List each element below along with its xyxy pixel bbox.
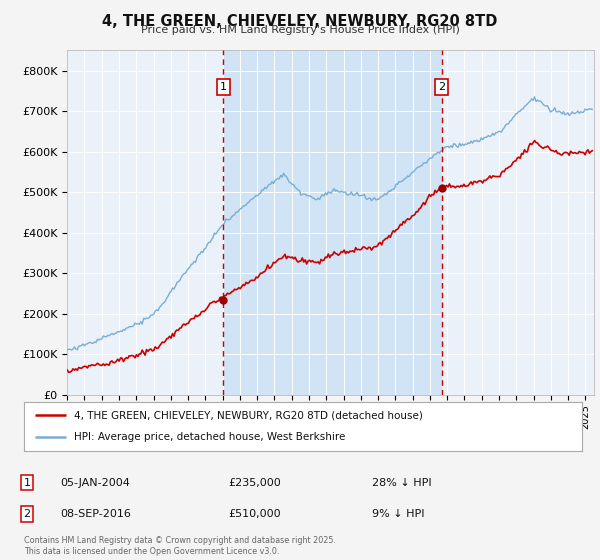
Text: £235,000: £235,000 (228, 478, 281, 488)
Text: 08-SEP-2016: 08-SEP-2016 (60, 509, 131, 519)
Text: £510,000: £510,000 (228, 509, 281, 519)
Text: 1: 1 (23, 478, 31, 488)
Text: 2: 2 (438, 82, 445, 92)
Text: Price paid vs. HM Land Registry's House Price Index (HPI): Price paid vs. HM Land Registry's House … (140, 25, 460, 35)
Text: 28% ↓ HPI: 28% ↓ HPI (372, 478, 431, 488)
Text: 4, THE GREEN, CHIEVELEY, NEWBURY, RG20 8TD (detached house): 4, THE GREEN, CHIEVELEY, NEWBURY, RG20 8… (74, 410, 423, 421)
Text: 1: 1 (220, 82, 227, 92)
Text: 9% ↓ HPI: 9% ↓ HPI (372, 509, 425, 519)
Bar (223, 50, 442, 395)
Text: 4, THE GREEN, CHIEVELEY, NEWBURY, RG20 8TD: 4, THE GREEN, CHIEVELEY, NEWBURY, RG20 8… (103, 14, 497, 29)
Text: 05-JAN-2004: 05-JAN-2004 (60, 478, 130, 488)
Text: Contains HM Land Registry data © Crown copyright and database right 2025.
This d: Contains HM Land Registry data © Crown c… (24, 536, 336, 556)
Text: HPI: Average price, detached house, West Berkshire: HPI: Average price, detached house, West… (74, 432, 346, 442)
Text: 2: 2 (23, 509, 31, 519)
